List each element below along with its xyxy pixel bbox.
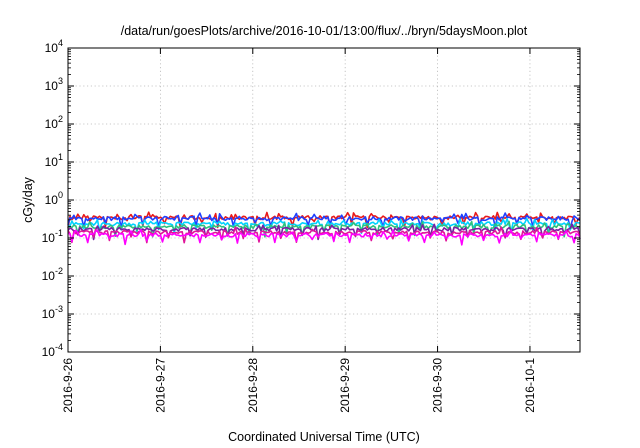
grid — [68, 48, 580, 352]
chart-title: /data/run/goesPlots/archive/2016-10-01/1… — [121, 24, 528, 38]
y-tick-label: 104 — [45, 38, 63, 55]
y-tick-label: 10-2 — [42, 266, 63, 283]
x-tick-label: 2016-9-27 — [153, 358, 167, 413]
y-axis-label: cGy/day — [21, 176, 35, 223]
y-tick-label: 103 — [45, 76, 63, 93]
x-tick-labels: 2016-9-26 2016-9-27 2016-9-28 2016-9-29 2016… — [61, 358, 537, 413]
axis-ticks — [67, 47, 580, 353]
y-tick-label: 102 — [45, 114, 63, 131]
x-tick-label: 2016-9-28 — [246, 358, 260, 413]
series-group — [67, 211, 581, 246]
x-tick-label: 2016-9-30 — [431, 358, 445, 413]
y-tick-label: 10-4 — [42, 342, 63, 359]
y-tick-label: 101 — [45, 152, 63, 169]
x-tick-label: 2016-9-26 — [61, 358, 75, 413]
x-tick-label: 2016-10-1 — [523, 358, 537, 413]
y-tick-labels: 10-4 10-3 10-2 10-1 100 101 102 103 104 — [42, 38, 63, 359]
x-axis-label: Coordinated Universal Time (UTC) — [228, 430, 420, 444]
y-tick-label: 10-3 — [42, 304, 63, 321]
series-line — [67, 228, 581, 246]
y-tick-label: 100 — [45, 190, 63, 207]
y-tick-label: 10-1 — [42, 228, 63, 245]
x-tick-label: 2016-9-29 — [338, 358, 352, 413]
series-line — [67, 223, 581, 241]
